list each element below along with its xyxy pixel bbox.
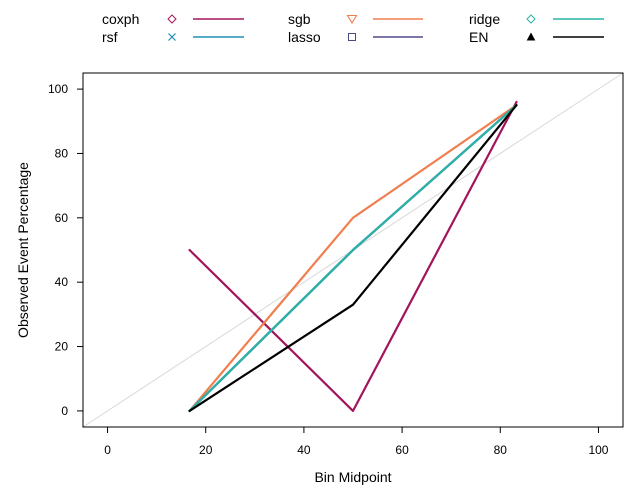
square-icon xyxy=(348,33,356,41)
x-axis-label: Bin Midpoint xyxy=(314,469,391,485)
y-tick-label: 100 xyxy=(48,82,68,96)
series-line-lasso xyxy=(188,104,518,413)
y-axis-label: Observed Event Percentage xyxy=(15,162,31,338)
x-tick-label: 20 xyxy=(199,443,213,457)
series-line-en xyxy=(188,104,518,413)
legend-label: coxph xyxy=(102,11,139,27)
cross-stroke xyxy=(168,33,176,41)
y-tick-label: 20 xyxy=(55,340,69,354)
triangle-down-icon xyxy=(346,14,358,25)
legend-item-rsf: rsf xyxy=(102,29,244,45)
y-tick-label: 80 xyxy=(55,146,69,160)
diamond-icon xyxy=(167,14,177,24)
series-line-sgb xyxy=(188,104,518,413)
legend-label: rsf xyxy=(102,29,118,45)
legend: coxph rsf sgb lasso ridge EN xyxy=(102,11,604,45)
triangle-filled-icon xyxy=(526,32,536,41)
legend-item-coxph: coxph xyxy=(102,11,244,27)
plot-frame xyxy=(82,72,624,428)
x-tick-label: 0 xyxy=(104,443,111,457)
legend-item-sgb: sgb xyxy=(288,11,423,27)
legend-label: EN xyxy=(469,29,488,45)
y-tick-label: 40 xyxy=(55,275,69,289)
legend-label: ridge xyxy=(469,11,500,27)
series-line-coxph xyxy=(188,100,518,413)
y-axis: 0 20 40 60 80 100 xyxy=(48,82,83,418)
series-line-rsf xyxy=(188,104,518,413)
legend-item-en: EN xyxy=(469,29,604,45)
legend-label: sgb xyxy=(288,11,311,27)
legend-item-ridge: ridge xyxy=(469,11,604,27)
legend-item-lasso: lasso xyxy=(288,29,423,45)
cross-icon xyxy=(168,33,176,41)
series-layer xyxy=(188,100,518,413)
x-tick-label: 40 xyxy=(297,443,311,457)
series-line-ridge xyxy=(188,104,518,413)
diamond-icon xyxy=(526,14,536,24)
x-tick-label: 60 xyxy=(395,443,409,457)
x-tick-label: 80 xyxy=(494,443,508,457)
y-tick-label: 0 xyxy=(61,404,68,418)
y-tick-label: 60 xyxy=(55,211,69,225)
x-tick-label: 100 xyxy=(588,443,608,457)
x-axis: 0 20 40 60 80 100 xyxy=(104,427,609,457)
legend-label: lasso xyxy=(288,29,321,45)
